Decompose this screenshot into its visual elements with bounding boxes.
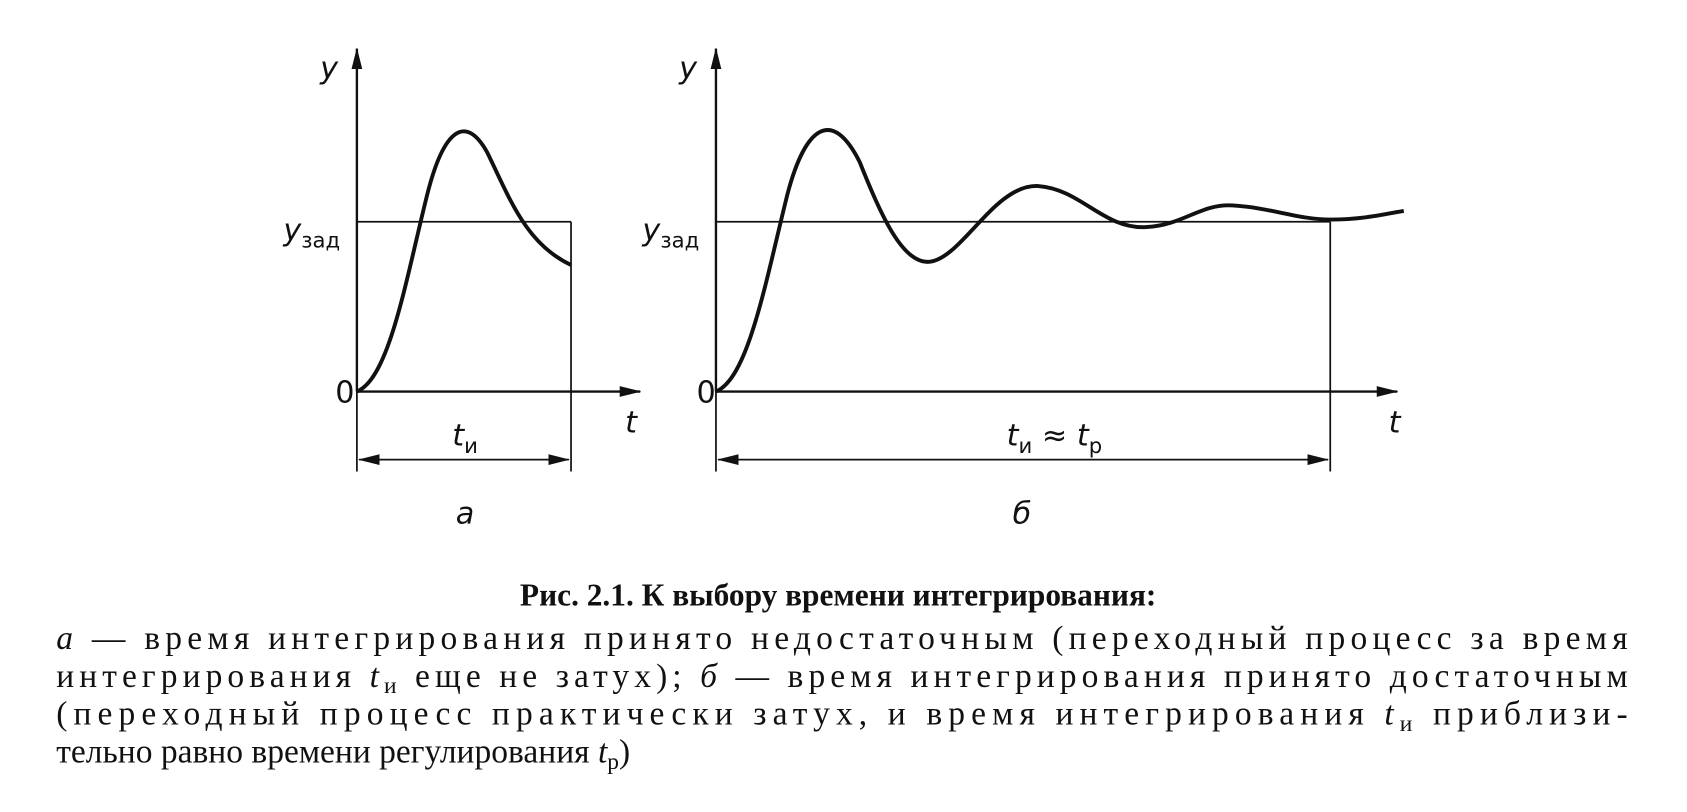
subscript: и bbox=[1019, 433, 1033, 458]
y-axis-label: y bbox=[678, 51, 698, 86]
interval-label: tи bbox=[452, 419, 478, 459]
interval-label: tи ≈ tр bbox=[1007, 419, 1103, 459]
text-run: — время интегрирования принято недостато… bbox=[78, 620, 1627, 657]
response-curve bbox=[356, 129, 572, 394]
italic-run: t bbox=[1384, 696, 1394, 733]
italic-run: б bbox=[700, 658, 718, 695]
setpoint-label: yзад bbox=[282, 213, 340, 253]
setpoint-label: yзад bbox=[641, 213, 699, 253]
text-run: еще не затух); bbox=[402, 658, 695, 695]
caption-line: (переходный процесс практически затух, и… bbox=[56, 696, 1627, 737]
response-curve bbox=[715, 128, 1405, 394]
text-run: ≈ bbox=[1032, 419, 1077, 454]
origin-label: 0 bbox=[335, 375, 354, 410]
subscript: и bbox=[384, 673, 397, 699]
italic-run: y bbox=[641, 213, 661, 248]
caption-title: Рис. 2.1. К выбору времени интегрировани… bbox=[520, 578, 1156, 613]
panel-letter: б bbox=[1013, 496, 1032, 531]
subscript: и bbox=[1400, 711, 1413, 737]
text-run: (переходный процесс практически затух, и… bbox=[56, 696, 1378, 733]
x-axis-label: t bbox=[1389, 406, 1402, 441]
caption-line: а — время интегрирования принято недоста… bbox=[56, 620, 1627, 657]
text-run: ) bbox=[619, 733, 630, 770]
italic-run: t bbox=[370, 658, 380, 695]
origin-label: 0 bbox=[696, 375, 715, 410]
y-axis-label: y bbox=[319, 51, 339, 86]
x-axis-label: t bbox=[625, 406, 638, 441]
subscript: р bbox=[1089, 433, 1102, 458]
caption-line: тельно равно времени регулирования tр) bbox=[56, 733, 630, 774]
panel-a bbox=[351, 47, 642, 472]
panel-letter: а bbox=[456, 496, 475, 531]
subscript: зад bbox=[301, 228, 340, 253]
text-run: — время интегрирования принято достаточн… bbox=[722, 658, 1628, 695]
text-run: интегрирования bbox=[56, 658, 364, 695]
text-run: тельно равно времени регулирования bbox=[56, 733, 598, 770]
italic-run: y bbox=[282, 213, 302, 248]
italic-run: t bbox=[598, 733, 608, 770]
text-run: приблизи- bbox=[1418, 696, 1627, 733]
italic-run: t bbox=[1077, 419, 1090, 454]
italic-run: t bbox=[1007, 419, 1020, 454]
subscript: зад bbox=[660, 228, 699, 253]
italic-run: t bbox=[452, 419, 465, 454]
subscript: и bbox=[464, 433, 478, 458]
panel-b bbox=[710, 47, 1405, 472]
subscript: р bbox=[607, 749, 619, 775]
italic-run: а bbox=[56, 620, 73, 657]
